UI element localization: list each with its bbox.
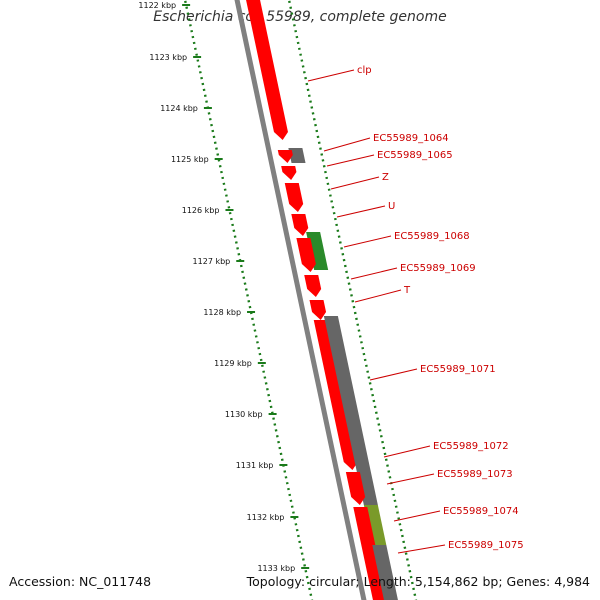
ruler-tick-label: 1122 kbp — [138, 1, 176, 10]
gene-label-group: clp EC55989_1064 EC55989_1065 Z U EC55989_106… — [307, 65, 524, 554]
gene-clp[interactable] — [245, 0, 288, 140]
genome-summary-text: Topology: circular; Length: 5,154,862 bp… — [246, 574, 590, 589]
gene-t-tail[interactable] — [309, 300, 327, 320]
gene-ec55989-1074[interactable] — [363, 505, 387, 545]
ruler-tick-label: 1126 kbp — [182, 206, 220, 215]
accession-text: Accession: NC_011748 — [9, 574, 152, 589]
ruler-line-right — [287, 0, 418, 600]
gene-ec55989-1071[interactable] — [313, 320, 358, 470]
ruler-tick-label: 1127 kbp — [193, 257, 231, 266]
ruler-group — [182, 0, 418, 600]
gene-u[interactable] — [284, 183, 304, 212]
gene-label[interactable]: EC55989_1071 — [420, 364, 496, 375]
gene-ec55989-1064[interactable] — [288, 148, 306, 163]
ruler-line-left — [183, 0, 314, 600]
gene-label[interactable]: U — [388, 201, 395, 212]
ruler-tick-label: 1131 kbp — [236, 461, 274, 470]
gene-label-leader — [330, 176, 380, 190]
gene-label[interactable]: EC55989_1075 — [448, 540, 524, 551]
ruler-tick-label: 1133 kbp — [257, 564, 295, 573]
gene-label[interactable]: EC55989_1064 — [373, 133, 449, 144]
gene-label-leader — [336, 205, 386, 218]
tick-label-group: 1122 kbp 1123 kbp 1124 kbp 1125 kbp 1126 kbp… — [138, 1, 295, 573]
ruler-tick-label: 1124 kbp — [160, 104, 198, 113]
gene-ec55989-1074-forward[interactable] — [353, 507, 388, 600]
ruler-tick-label: 1128 kbp — [203, 308, 241, 317]
ruler-tick-label: 1130 kbp — [225, 410, 263, 419]
gene-ec55989-1075[interactable] — [372, 545, 399, 600]
gene-label[interactable]: EC55989_1074 — [443, 506, 519, 517]
gene-ec55989-1073[interactable] — [345, 472, 366, 505]
gene-label[interactable]: EC55989_1068 — [394, 231, 470, 242]
gene-t[interactable] — [304, 275, 322, 297]
ruler-tick-label: 1123 kbp — [149, 53, 187, 62]
backbone-group — [234, 0, 367, 600]
gene-label-leader — [386, 473, 435, 485]
gene-label[interactable]: clp — [357, 65, 372, 76]
gene-label-leader — [326, 154, 375, 167]
map-title: Escherichia coli 55989, complete genome — [153, 9, 447, 25]
gene-label-leader — [393, 510, 441, 522]
feature-group — [245, 0, 399, 600]
gene-ec55989-1065[interactable] — [277, 150, 293, 163]
gene-label[interactable]: EC55989_1072 — [433, 441, 509, 452]
gene-label-leader — [343, 235, 392, 248]
gene-label-leader — [383, 445, 431, 458]
gene-label-leader — [369, 368, 418, 381]
gene-label[interactable]: T — [403, 285, 411, 296]
gene-label[interactable]: EC55989_1069 — [400, 263, 476, 274]
ruler-tick-label: 1125 kbp — [171, 155, 209, 164]
gene-ec55989-1071-reverse[interactable] — [323, 316, 378, 505]
gene-ec55989-1068-strand[interactable] — [291, 214, 309, 236]
gene-label-leader — [397, 544, 446, 554]
gene-z[interactable] — [281, 166, 297, 180]
ruler-tick-label: 1129 kbp — [214, 359, 252, 368]
gene-ec55989-1069[interactable] — [296, 238, 316, 272]
gene-label[interactable]: EC55989_1073 — [437, 469, 513, 480]
gene-ec55989-1068[interactable] — [306, 232, 329, 270]
backbone-line — [234, 0, 367, 600]
gene-label-leader — [323, 137, 371, 152]
gene-label-leader — [350, 267, 398, 280]
gene-label[interactable]: EC55989_1065 — [377, 150, 453, 161]
ruler-tick-label: 1132 kbp — [247, 513, 285, 522]
gene-label-leader — [354, 289, 402, 303]
gene-label[interactable]: Z — [382, 172, 389, 183]
gene-label-leader — [307, 69, 355, 82]
